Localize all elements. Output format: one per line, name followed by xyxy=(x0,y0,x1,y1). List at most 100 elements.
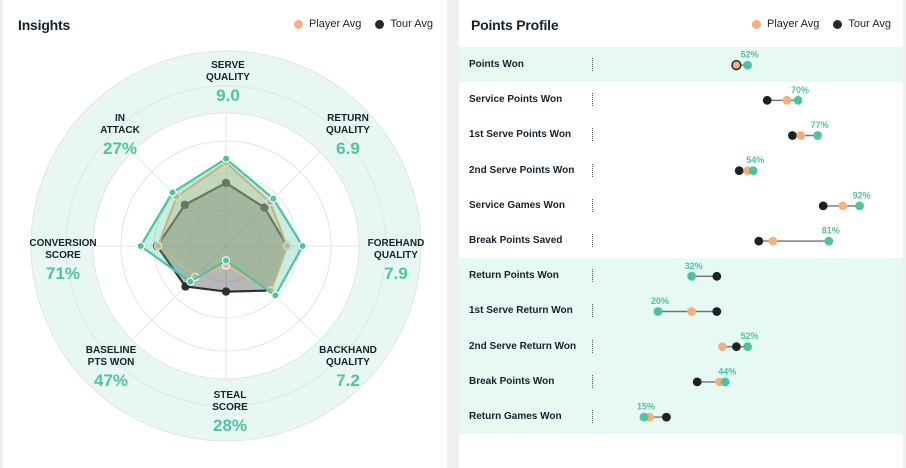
row-separator xyxy=(592,339,593,353)
axis-value: 27% xyxy=(102,139,138,158)
axis-name-line1: FOREHAND xyxy=(367,238,425,249)
radar-axis-label: BACKHAND QUALITY 7.2 xyxy=(293,345,403,392)
radar-point-tour xyxy=(260,203,269,212)
radar-spoke xyxy=(131,245,227,341)
row-label: 1st Serve Points Won xyxy=(469,129,572,141)
axis-name-line2: SCORE xyxy=(45,250,81,261)
insights-legend: Player Avg Tour Avg xyxy=(280,18,433,30)
tour-avg-dot xyxy=(375,19,385,29)
row-separator xyxy=(592,128,593,142)
legend-tour-label: Tour Avg xyxy=(390,18,433,30)
radar-axis-label: FOREHAND QUALITY 7.9 xyxy=(341,238,451,285)
axis-value: 9.0 xyxy=(216,86,240,105)
legend-tour-avg: Tour Avg xyxy=(375,18,433,30)
row-label: Service Points Won xyxy=(469,94,563,106)
legend-player-avg: Player Avg xyxy=(752,18,819,30)
axis-name-line1: RETURN xyxy=(327,113,369,124)
profile-row: Return Points Won xyxy=(459,258,903,294)
radar-point-player xyxy=(168,188,177,197)
radar-point-player-avg xyxy=(153,241,163,251)
axis-value: 71% xyxy=(45,264,81,283)
radar-point-tour xyxy=(221,287,231,296)
radar-point-player xyxy=(298,241,307,251)
row-label: Break Points Saved xyxy=(469,235,563,246)
axis-name-line1: BASELINE xyxy=(85,345,137,356)
axis-value: 28% xyxy=(212,416,248,435)
profile-row: 1st Serve Points Won xyxy=(459,117,903,152)
radar-axis-label: IN ATTACK 27% xyxy=(65,113,175,160)
row-label: Return Games Won xyxy=(469,411,562,422)
axis-name-line2: QUALITY xyxy=(326,357,370,368)
row-label: 2nd Serve Return Won xyxy=(469,340,577,352)
row-separator xyxy=(592,234,593,247)
radar-point-player xyxy=(221,256,231,265)
profile-row: Points Won xyxy=(459,47,903,83)
row-separator xyxy=(592,269,593,283)
player-avg-dot xyxy=(294,19,303,29)
profile-row: 2nd Serve Return Won xyxy=(459,328,903,364)
radar-point-tour xyxy=(181,282,190,291)
axis-name-line1: SERVE xyxy=(211,60,245,71)
row-label: Break Points Won xyxy=(469,375,555,387)
profile-row: Return Games Won xyxy=(459,399,903,435)
profile-title: Points Profile xyxy=(471,17,559,33)
row-label: 1st Serve Return Won xyxy=(469,305,573,317)
legend-tour-label: Tour Avg xyxy=(848,18,891,30)
radar-grid-circle xyxy=(30,50,422,442)
row-label: 2nd Serve Points Won xyxy=(469,164,575,176)
radar-point-player xyxy=(271,291,280,300)
row-separator xyxy=(592,93,593,107)
axis-name-line2: QUALITY xyxy=(374,250,418,261)
profile-row: Service Games Won xyxy=(459,188,903,223)
profile-row: 1st Serve Return Won xyxy=(459,293,903,329)
radar-point-player xyxy=(136,241,145,251)
axis-value: 47% xyxy=(93,371,129,390)
points-profile-panel: Points Profile Player Avg Tour Avg Point… xyxy=(459,0,903,468)
axis-name-line1: CONVERSION xyxy=(29,238,97,249)
axis-name-line2: PTS WON xyxy=(87,357,135,368)
radar-point-player xyxy=(221,154,231,163)
legend-player-label: Player Avg xyxy=(309,18,362,30)
radar-point-tour xyxy=(221,178,231,188)
profile-row: Break Points Won xyxy=(459,363,903,399)
row-label: Return Points Won xyxy=(469,270,559,282)
row-separator xyxy=(592,410,593,423)
profile-row: 2nd Serve Points Won xyxy=(459,153,903,188)
radar-chart xyxy=(30,50,422,442)
axis-name-line2: QUALITY xyxy=(206,72,250,83)
axis-name-line1: BACKHAND xyxy=(319,345,377,356)
row-separator xyxy=(592,304,593,318)
tour-avg-dot xyxy=(833,19,843,29)
row-label: Points Won xyxy=(469,59,524,70)
insights-panel: Insights Player Avg Tour Avg SERVE QUALIT… xyxy=(3,0,447,468)
profile-row: Service Points Won xyxy=(459,82,903,117)
legend-tour-avg: Tour Avg xyxy=(833,18,891,30)
axis-name-line1: IN xyxy=(115,113,125,124)
radar-axis-label: BASELINE PTS WON 47% xyxy=(56,345,166,392)
radar-axis-label: STEAL SCORE 28% xyxy=(175,390,285,437)
player-avg-dot xyxy=(752,19,761,29)
radar-axis-label: CONVERSION SCORE 71% xyxy=(8,238,118,285)
profile-legend: Player Avg Tour Avg xyxy=(738,18,891,30)
legend-player-avg: Player Avg xyxy=(294,18,361,30)
axis-value: 6.9 xyxy=(336,139,360,158)
row-separator xyxy=(592,58,593,71)
profile-row: Break Points Saved xyxy=(459,223,903,258)
radar-point-player xyxy=(186,277,195,286)
radar-point-player xyxy=(269,194,278,203)
axis-value: 7.2 xyxy=(336,371,360,390)
radar-point-player-avg xyxy=(282,241,292,251)
axis-name-line2: SCORE xyxy=(212,402,248,413)
radar-axis-label: SERVE QUALITY 9.0 xyxy=(173,60,283,107)
row-separator xyxy=(592,198,593,212)
legend-player-label: Player Avg xyxy=(767,18,820,30)
row-separator xyxy=(592,374,593,388)
radar-point-tour xyxy=(180,200,190,210)
radar-axis-label: RETURN QUALITY 6.9 xyxy=(293,113,403,160)
axis-value: 7.9 xyxy=(384,264,408,283)
axis-name-line2: QUALITY xyxy=(326,125,370,136)
row-separator xyxy=(592,163,593,177)
axis-name-line2: ATTACK xyxy=(100,125,140,136)
axis-name-line1: STEAL xyxy=(213,390,247,401)
row-label: Service Games Won xyxy=(469,199,565,211)
